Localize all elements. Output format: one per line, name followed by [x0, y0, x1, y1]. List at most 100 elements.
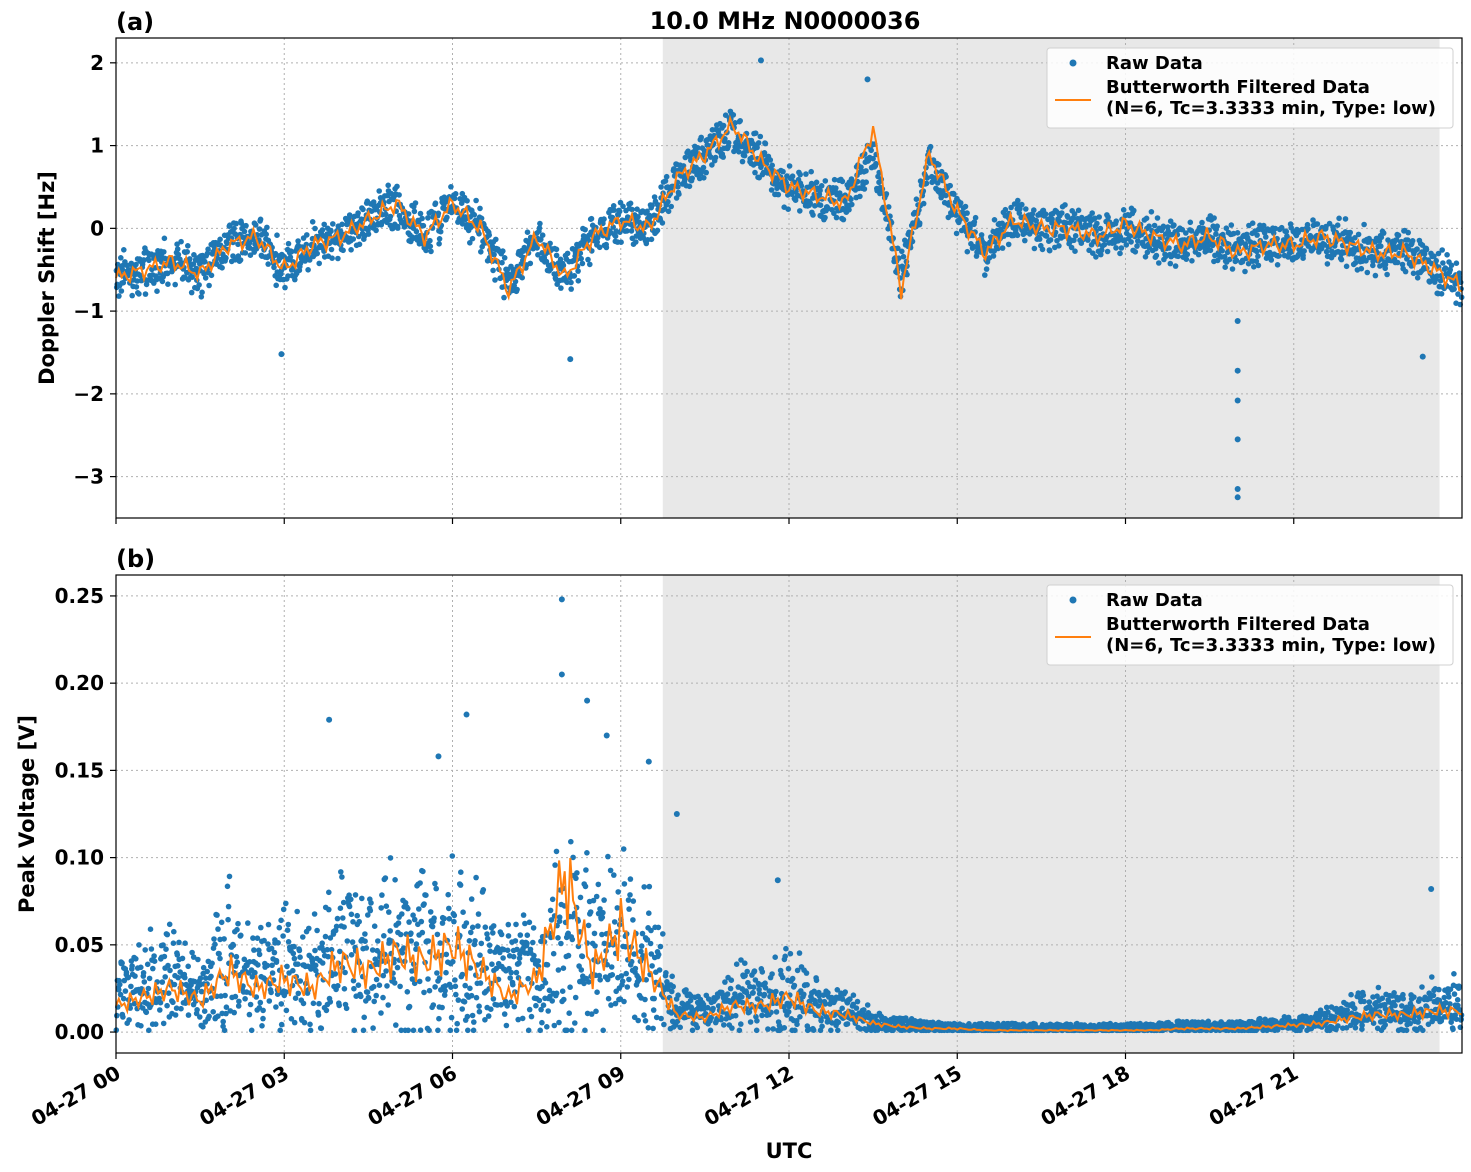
raw-data-point	[134, 278, 140, 284]
raw-data-point	[337, 948, 343, 955]
raw-data-point	[750, 989, 756, 996]
raw-data-point	[461, 999, 468, 1005]
raw-data-point	[900, 253, 907, 260]
raw-data-point	[627, 892, 633, 898]
raw-data-point	[421, 989, 427, 996]
raw-data-point	[205, 246, 211, 252]
raw-data-point	[1059, 210, 1065, 216]
raw-data-point	[490, 923, 497, 929]
raw-data-point	[1127, 233, 1133, 239]
raw-data-point	[459, 971, 466, 978]
raw-data-point	[1268, 257, 1275, 263]
raw-data-point	[452, 983, 459, 990]
raw-data-point	[133, 261, 139, 268]
raw-data-point	[395, 225, 401, 231]
raw-data-point	[251, 947, 257, 953]
raw-data-point	[172, 281, 178, 288]
raw-data-point	[171, 981, 178, 988]
raw-data-point	[601, 897, 607, 903]
raw-data-point	[311, 911, 318, 917]
raw-data-point	[309, 219, 316, 225]
raw-data-point	[442, 206, 448, 212]
raw-data-point	[700, 164, 707, 171]
raw-data-point	[787, 950, 794, 957]
raw-data-point	[1255, 262, 1262, 269]
raw-data-point	[1440, 260, 1446, 266]
raw-data-point	[336, 1002, 343, 1009]
raw-data-point	[943, 192, 949, 199]
raw-data-point	[635, 1017, 641, 1024]
raw-data-point	[246, 1011, 253, 1018]
raw-data-point	[1378, 243, 1384, 249]
raw-data-point	[373, 992, 380, 999]
raw-data-point	[990, 253, 997, 259]
raw-data-point	[624, 984, 631, 990]
raw-data-point	[471, 212, 478, 218]
raw-data-point	[487, 948, 493, 954]
raw-data-point	[256, 226, 263, 232]
raw-data-point	[544, 962, 551, 968]
raw-data-point	[176, 939, 182, 946]
raw-data-point	[641, 884, 647, 890]
raw-data-point	[822, 214, 828, 221]
panel-b: 0.250.200.150.100.050.00 04-27 00 04-27 0…	[15, 545, 1465, 1131]
raw-data-point	[373, 227, 379, 234]
raw-data-point	[885, 204, 892, 210]
raw-data-point	[1023, 206, 1029, 212]
raw-data-point	[647, 940, 654, 947]
raw-data-point	[627, 876, 634, 882]
raw-data-point	[143, 1009, 150, 1016]
y-tick-label: 2	[90, 51, 104, 75]
raw-data-point	[630, 898, 637, 904]
raw-data-point	[585, 256, 591, 263]
raw-data-point	[151, 958, 158, 964]
raw-data-point	[732, 1012, 739, 1019]
raw-data-point	[1085, 237, 1091, 243]
raw-data-point	[416, 978, 423, 985]
raw-data-point	[1229, 266, 1236, 272]
raw-data-point	[425, 938, 432, 944]
raw-data-point	[376, 188, 383, 194]
raw-data-point	[132, 973, 138, 979]
raw-data-point	[285, 939, 292, 945]
raw-data-point	[1098, 251, 1104, 258]
raw-data-point	[164, 1002, 170, 1009]
raw-data-point	[642, 1018, 649, 1024]
raw-data-point	[1448, 262, 1455, 269]
raw-data-point	[1228, 222, 1235, 228]
raw-data-point	[737, 118, 743, 124]
raw-data-point	[432, 880, 438, 887]
raw-data-point	[619, 978, 626, 984]
raw-data-point	[278, 1021, 285, 1028]
raw-data-point	[557, 256, 564, 263]
raw-data-point	[355, 210, 361, 216]
raw-data-point	[585, 922, 592, 929]
raw-data-point	[328, 228, 334, 234]
raw-data-point	[822, 178, 829, 184]
raw-data-point	[189, 274, 195, 281]
raw-data-point	[533, 1002, 539, 1009]
raw-data-point	[464, 198, 470, 204]
raw-data-point	[116, 293, 122, 299]
raw-data-point	[358, 993, 364, 1000]
raw-data-point	[335, 255, 341, 262]
raw-data-point	[1118, 245, 1125, 251]
raw-data-point	[436, 241, 442, 247]
raw-data-point	[818, 183, 825, 189]
raw-data-point	[380, 994, 386, 1001]
raw-data-point	[493, 236, 499, 243]
raw-data-point	[654, 227, 661, 234]
raw-data-point	[160, 1020, 167, 1027]
raw-data-point	[1089, 210, 1095, 216]
raw-data-point	[1347, 229, 1353, 236]
raw-data-point	[754, 1018, 760, 1024]
raw-data-point	[128, 983, 134, 990]
raw-data-point	[486, 942, 493, 948]
raw-data-point	[447, 1027, 454, 1034]
raw-data-point	[210, 1009, 216, 1015]
raw-data-point	[191, 252, 197, 258]
raw-data-point	[819, 1023, 825, 1030]
raw-data-point	[1091, 238, 1097, 245]
raw-data-point	[315, 1012, 322, 1018]
raw-data-point	[659, 220, 666, 226]
